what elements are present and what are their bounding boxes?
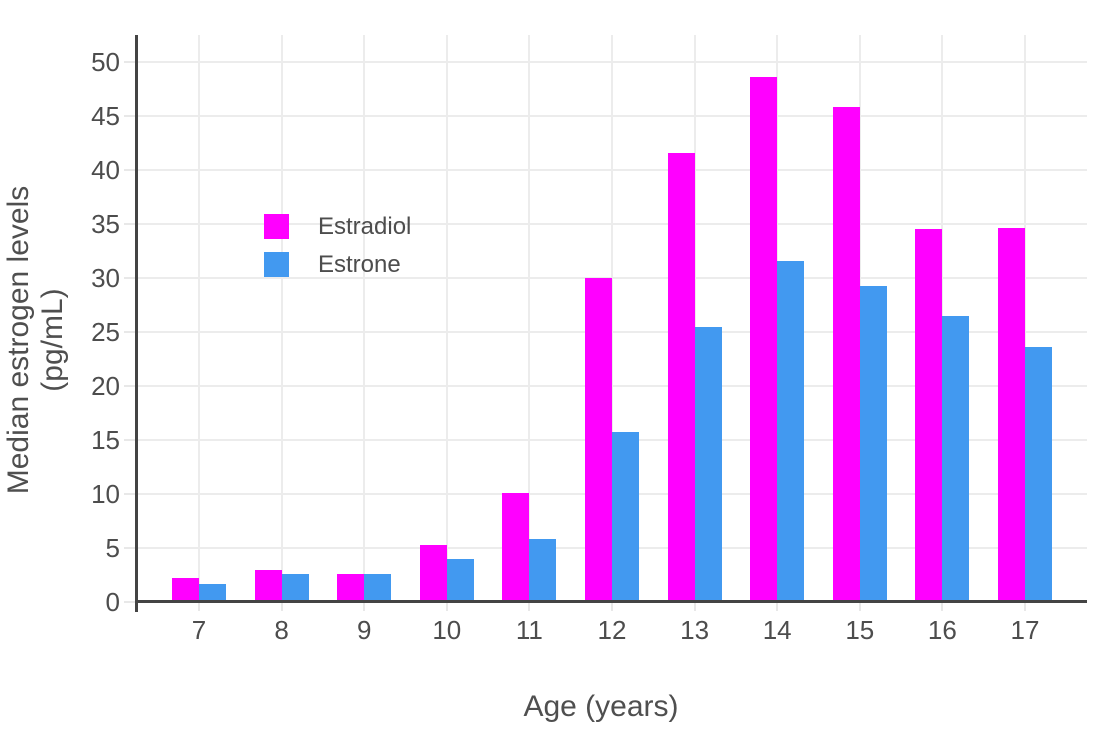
bar-estradiol-age-16[interactable] [915, 229, 943, 602]
bar-estradiol-age-7[interactable] [172, 578, 199, 602]
gridline-x-17 [1024, 35, 1026, 602]
x-tick-mark-16 [941, 602, 944, 611]
gridline-x-11 [528, 35, 531, 602]
bar-estrone-age-11[interactable] [529, 539, 557, 602]
x-tick-label-13: 13 [680, 615, 710, 645]
bar-estrone-age-12[interactable] [612, 432, 639, 602]
bar-estrone-age-8[interactable] [281, 573, 309, 602]
y-tick-label-5: 5 [105, 533, 120, 563]
bar-estradiol-age-13[interactable] [667, 152, 695, 602]
x-tick-mark-13 [693, 602, 696, 611]
legend-swatch-estradiol [264, 214, 289, 239]
legend-label-estradiol: Estradiol [318, 212, 412, 240]
x-axis-line [135, 600, 1087, 603]
bar-estradiol-age-17[interactable] [998, 228, 1025, 602]
bar-estrone-age-14[interactable] [777, 260, 805, 602]
x-tick-mark-14 [776, 602, 779, 611]
x-tick-mark-9 [363, 602, 366, 611]
bar-estrone-age-16[interactable] [942, 315, 970, 602]
y-axis-line [135, 35, 138, 612]
y-tick-label-10: 10 [91, 479, 120, 509]
x-tick-mark-7 [198, 602, 200, 611]
gridline-x-7 [198, 35, 200, 602]
bar-estrone-age-7[interactable] [199, 583, 226, 602]
bar-estrone-age-17[interactable] [1025, 347, 1052, 602]
legend-label-estrone: Estrone [318, 250, 401, 278]
gridline-x-12 [611, 35, 613, 602]
y-tick-mark-20 [124, 385, 137, 387]
gridline-x-8 [280, 35, 283, 602]
bar-estradiol-age-10[interactable] [419, 544, 447, 602]
x-tick-label-8: 8 [274, 615, 289, 645]
y-tick-label-0: 0 [105, 587, 120, 617]
x-tick-mark-11 [528, 602, 531, 611]
bar-estrone-age-13[interactable] [694, 326, 722, 602]
y-tick-label-50: 50 [91, 47, 120, 77]
legend-item-estrone[interactable]: Estrone [264, 250, 411, 278]
y-tick-label-15: 15 [91, 425, 120, 455]
gridline-x-13 [693, 35, 696, 602]
x-tick-mark-10 [445, 602, 448, 611]
x-tick-label-7: 7 [191, 615, 207, 645]
x-tick-label-14: 14 [762, 615, 792, 645]
x-tick-label-10: 10 [432, 615, 462, 645]
y-tick-mark-50 [124, 61, 137, 63]
bar-estradiol-age-9[interactable] [337, 573, 365, 602]
legend: Estradiol Estrone [264, 212, 412, 290]
y-tick-mark-30 [124, 277, 137, 279]
y-tick-mark-15 [124, 439, 137, 441]
x-axis-title: Age (years) [523, 690, 679, 723]
bar-estradiol-age-8[interactable] [254, 569, 282, 602]
y-tick-label-25: 25 [91, 317, 120, 347]
x-tick-label-11: 11 [515, 615, 543, 645]
y-tick-label-45: 45 [91, 101, 120, 131]
bar-estradiol-age-11[interactable] [502, 492, 530, 602]
x-tick-mark-12 [611, 602, 613, 611]
y-tick-label-30: 30 [91, 263, 120, 293]
y-tick-mark-5 [124, 547, 137, 549]
x-tick-mark-8 [280, 602, 283, 611]
x-tick-mark-17 [1024, 602, 1026, 611]
y-tick-label-20: 20 [91, 371, 120, 401]
gridline-x-9 [363, 35, 366, 602]
bar-estrone-age-15[interactable] [859, 285, 887, 602]
y-tick-mark-40 [124, 169, 137, 171]
plot-area [124, 35, 1087, 611]
x-tick-label-15: 15 [845, 615, 875, 645]
x-tick-mark-15 [858, 602, 861, 611]
x-tick-label-12: 12 [597, 615, 627, 645]
bar-estrone-age-9[interactable] [364, 573, 392, 602]
legend-swatch-estrone [264, 252, 289, 277]
y-tick-label-35: 35 [91, 209, 120, 239]
bar-estrone-age-10[interactable] [446, 558, 474, 602]
x-tick-label-17: 17 [1010, 615, 1040, 645]
y-tick-mark-35 [124, 223, 137, 225]
y-tick-mark-25 [124, 331, 137, 333]
bar-estradiol-age-15[interactable] [832, 107, 860, 602]
y-axis-title: Median estrogen levels (pg/mL) [2, 185, 69, 495]
bar-estradiol-age-12[interactable] [585, 278, 612, 602]
y-tick-mark-45 [124, 115, 137, 117]
bar-estradiol-age-14[interactable] [750, 77, 778, 602]
gridline-x-10 [445, 35, 448, 602]
x-tick-label-9: 9 [356, 615, 372, 645]
y-tick-mark-0 [124, 601, 137, 603]
y-tick-label-40: 40 [91, 155, 120, 185]
x-tick-label-16: 16 [927, 615, 957, 645]
legend-item-estradiol[interactable]: Estradiol [264, 212, 412, 240]
y-tick-mark-10 [124, 493, 137, 495]
